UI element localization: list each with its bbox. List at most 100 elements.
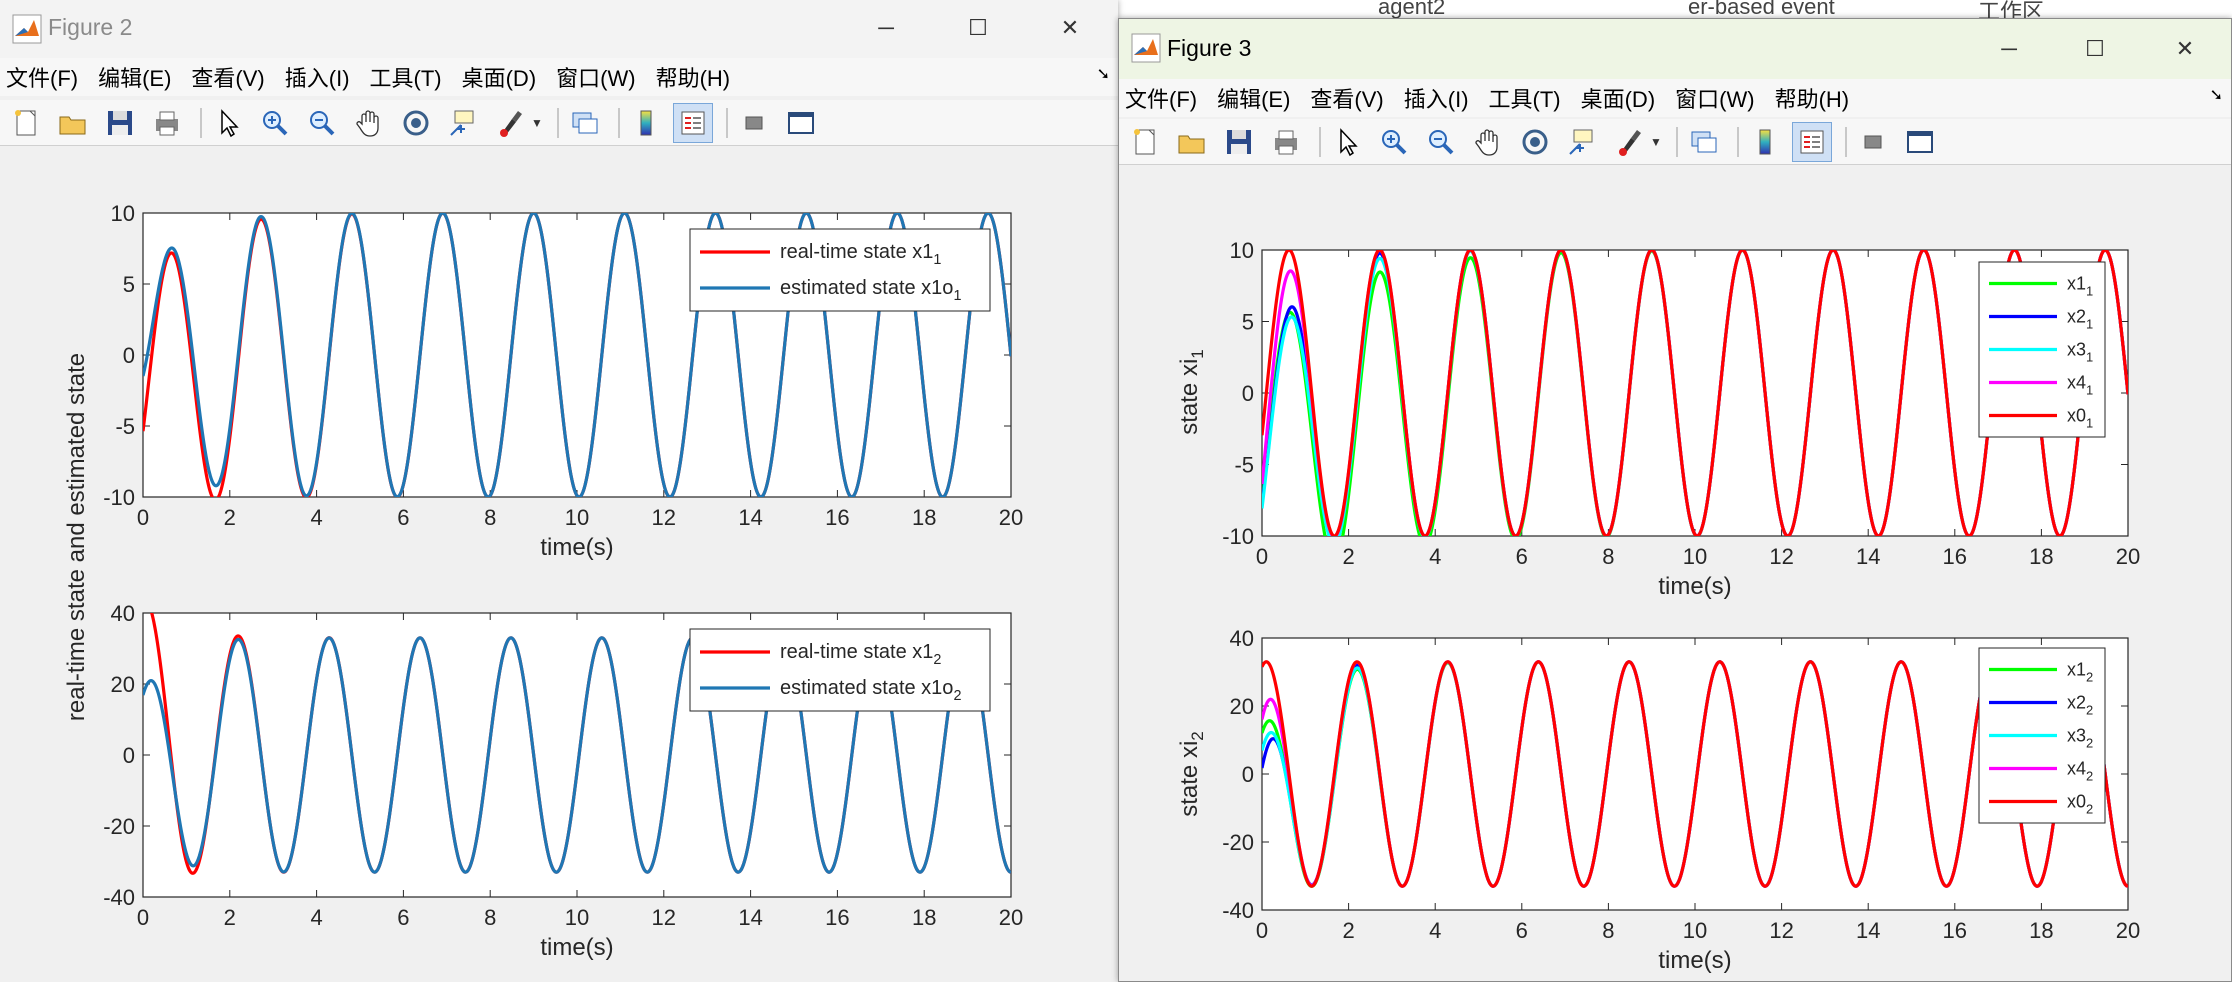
hide-tools-button[interactable] [1853, 122, 1893, 162]
legend[interactable]: x12 x22 x32 x42 x02 [1978, 647, 2106, 824]
new-figure-button[interactable] [6, 103, 46, 143]
axes[interactable]: 0 2 4 6 8 10 12 14 16 18 20 -40 -20 0 20 40 time(s) real-… [103, 601, 1023, 961]
menu-desktop[interactable]: 桌面(D) [1580, 87, 1656, 112]
print-icon [1275, 130, 1297, 154]
rotate-button[interactable] [396, 103, 436, 143]
pan-button[interactable] [1468, 122, 1508, 162]
menu-help[interactable]: 帮助(H) [655, 66, 731, 91]
maximize-button[interactable]: ☐ [968, 15, 988, 40]
menu-file[interactable]: 文件(F) [6, 66, 79, 91]
colorbar-button[interactable] [626, 103, 666, 143]
x-tick-label: 2 [224, 905, 236, 930]
close-button[interactable]: ✕ [1060, 15, 1080, 40]
matlab-logo-icon [12, 14, 42, 44]
zoom-in-button[interactable] [1374, 122, 1414, 162]
title-bar[interactable]: Figure 2 ─ ☐ ✕ [0, 0, 1118, 58]
rotate-button[interactable] [1515, 122, 1555, 162]
link-plot-icon [1691, 131, 1717, 152]
legend-button[interactable] [1791, 121, 1832, 162]
x-tick-label: 4 [310, 905, 322, 930]
menu-window[interactable]: 窗口(W) [1675, 87, 1755, 112]
new-figure-button[interactable] [1125, 122, 1165, 162]
data-cursor-button[interactable] [1562, 122, 1602, 162]
minimize-button[interactable]: ─ [2001, 36, 2017, 61]
figure-toolbar: ▼ [1119, 119, 2231, 165]
menu-view[interactable]: 查看(V) [191, 66, 265, 91]
menu-insert[interactable]: 插入(I) [1403, 87, 1469, 112]
dock-layout-button[interactable] [1900, 122, 1940, 162]
legend-label: x21 [2067, 307, 2093, 332]
y-axis-label: state xi2 [1176, 731, 1207, 817]
x-tick-label: 10 [1683, 544, 1707, 569]
axes[interactable]: 0 2 4 6 8 10 12 14 16 18 20 -40 -20 0 20 40 time(s) state… [1176, 626, 2140, 974]
menu-edit[interactable]: 编辑(E) [1217, 87, 1291, 112]
axes[interactable]: 0 2 4 6 8 10 12 14 16 18 20 -10 -5 0 5 10 time(s) state x… [1176, 238, 2140, 600]
colorbar-button[interactable] [1745, 122, 1785, 162]
save-button[interactable] [100, 103, 140, 143]
save-button[interactable] [1219, 122, 1259, 162]
dock-arrow-icon[interactable]: ➘ [1096, 66, 1110, 83]
menu-desktop[interactable]: 桌面(D) [461, 66, 537, 91]
y-tick-label: 10 [111, 201, 135, 226]
pointer-button[interactable] [208, 103, 248, 143]
toolbar-separator [1675, 126, 1678, 157]
menu-tools[interactable]: 工具(T) [369, 66, 442, 91]
menu-view[interactable]: 查看(V) [1310, 87, 1384, 112]
data-cursor-button[interactable] [443, 103, 483, 143]
pointer-button[interactable] [1327, 122, 1367, 162]
title-bar[interactable]: Figure 3 ─ ☐ ✕ [1119, 19, 2231, 79]
maximize-button[interactable]: ☐ [2085, 36, 2105, 61]
link-plot-icon [572, 112, 598, 133]
y-tick-label: 5 [1242, 310, 1254, 335]
y-tick-label: 0 [1242, 381, 1254, 406]
print-button[interactable] [1266, 122, 1306, 162]
hide-tools-icon [745, 116, 763, 129]
series-line-estimated-state-x1o [143, 213, 1011, 497]
open-button[interactable] [53, 103, 93, 143]
x-tick-label: 16 [1943, 544, 1967, 569]
minimize-button[interactable]: ─ [878, 15, 894, 40]
legend[interactable]: real-time state x12 estimated state x1o2 [689, 628, 991, 712]
x-tick-label: 18 [2029, 544, 2053, 569]
zoom-out-button[interactable] [1421, 122, 1461, 162]
figure-2-window[interactable]: Figure 2 ─ ☐ ✕ 文件(F) 编辑(E) 查看(V) 插入(I) 工… [0, 0, 1118, 982]
brush-dropdown-icon[interactable]: ▼ [1650, 134, 1662, 149]
figure-3-window[interactable]: Figure 3 ─ ☐ ✕ 文件(F) 编辑(E) 查看(V) 插入(I) 工… [1118, 18, 2232, 982]
menu-insert[interactable]: 插入(I) [284, 66, 350, 91]
window-title: Figure 2 [48, 14, 133, 40]
hide-tools-button[interactable] [734, 103, 774, 143]
menu-tools[interactable]: 工具(T) [1488, 87, 1561, 112]
y-tick-label: 40 [1230, 626, 1254, 651]
zoom-out-button[interactable] [302, 103, 342, 143]
link-plot-button[interactable] [565, 103, 605, 143]
legend-button[interactable] [672, 102, 713, 143]
brush-button[interactable] [1609, 122, 1649, 162]
menu-edit[interactable]: 编辑(E) [98, 66, 172, 91]
open-button[interactable] [1172, 122, 1212, 162]
menu-window[interactable]: 窗口(W) [556, 66, 636, 91]
x-tick-label: 8 [484, 905, 496, 930]
zoom-in-button[interactable] [255, 103, 295, 143]
y-tick-label: -5 [115, 414, 135, 439]
x-tick-label: 8 [484, 505, 496, 530]
data-cursor-icon [1569, 129, 1593, 155]
legend[interactable]: real-time state x11 estimated state x1o1 [689, 228, 991, 312]
dock-arrow-icon[interactable]: ➘ [2209, 87, 2223, 104]
brush-dropdown-icon[interactable]: ▼ [531, 115, 543, 130]
legend[interactable]: x11 x21 x31 x41 x01 [1978, 261, 2106, 438]
axes[interactable]: 0 2 4 6 8 10 12 14 16 18 20 -10 -5 0 5 10 time(s) real-ti… [63, 201, 1023, 721]
pan-button[interactable] [349, 103, 389, 143]
menu-file[interactable]: 文件(F) [1125, 87, 1198, 112]
brush-button[interactable] [490, 103, 530, 143]
x-tick-label: 2 [224, 505, 236, 530]
close-button[interactable]: ✕ [2175, 36, 2195, 61]
link-plot-button[interactable] [1684, 122, 1724, 162]
toolbar-separator [1736, 126, 1739, 157]
legend-label: x42 [2067, 759, 2093, 784]
x-axis-label: time(s) [1658, 573, 1731, 600]
y-tick-label: 20 [1230, 694, 1254, 719]
print-button[interactable] [147, 103, 187, 143]
dock-layout-button[interactable] [781, 103, 821, 143]
menu-help[interactable]: 帮助(H) [1774, 87, 1850, 112]
dock-layout-icon [787, 111, 814, 134]
